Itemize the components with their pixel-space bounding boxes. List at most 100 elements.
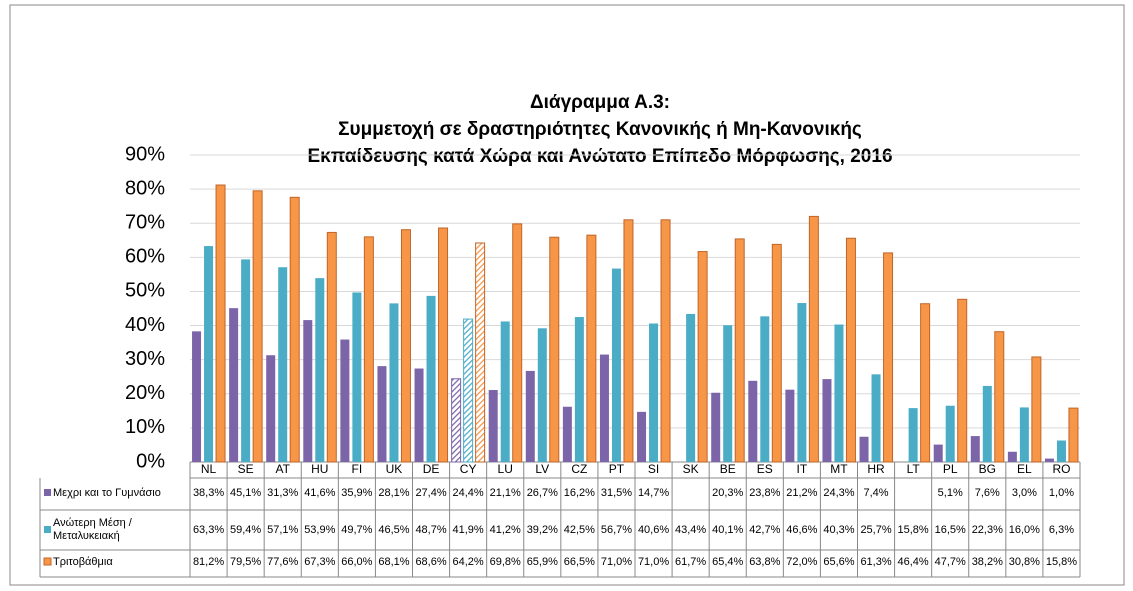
- value-label: 40,1%: [712, 524, 743, 536]
- bar: [1031, 356, 1042, 463]
- bar: [488, 390, 498, 462]
- value-label: 72,0%: [786, 556, 817, 568]
- value-label: 65,4%: [712, 556, 743, 568]
- value-label: 16,2%: [564, 487, 595, 499]
- bar: [426, 295, 436, 462]
- bar: [204, 246, 214, 462]
- bar: [1044, 458, 1054, 462]
- x-tick-label: AT: [275, 462, 290, 476]
- x-tick-label: PT: [609, 462, 625, 476]
- value-label: 48,7%: [415, 524, 446, 536]
- bar: [363, 236, 374, 463]
- value-label: 22,3%: [972, 524, 1003, 536]
- bar: [562, 406, 572, 462]
- chart-border: [9, 4, 1125, 586]
- value-label: 28,1%: [378, 487, 409, 499]
- bar: [883, 252, 894, 463]
- value-label: 40,6%: [638, 524, 669, 536]
- value-label: 20,3%: [712, 487, 743, 499]
- x-tick-label: CY: [460, 462, 477, 476]
- bar: [723, 325, 733, 462]
- value-label: 68,6%: [415, 556, 446, 568]
- bar: [400, 229, 411, 463]
- value-label: 7,4%: [864, 487, 889, 499]
- legend-label: Τριτοβάθμια: [53, 555, 113, 568]
- legend-label: Ανώτερη Μέση / Μεταλυκειακή: [53, 517, 132, 542]
- value-label: 24,3%: [823, 487, 854, 499]
- value-label: 26,7%: [527, 487, 558, 499]
- value-label: 39,2%: [527, 524, 558, 536]
- value-label: 46,6%: [786, 524, 817, 536]
- x-tick-label: BE: [720, 462, 736, 476]
- value-label: 81,2%: [193, 556, 224, 568]
- value-label: 63,8%: [749, 556, 780, 568]
- y-tick-label: 80%: [125, 177, 165, 199]
- bar: [215, 184, 226, 463]
- bar: [192, 331, 202, 462]
- bar: [229, 308, 239, 462]
- bar: [278, 267, 288, 462]
- x-tick-label: SE: [238, 462, 254, 476]
- bar: [1068, 407, 1079, 463]
- value-label: 47,7%: [935, 556, 966, 568]
- value-label: 3,0%: [1012, 487, 1037, 499]
- bar: [711, 392, 721, 462]
- bar: [266, 355, 276, 462]
- x-tick-label: RO: [1052, 462, 1070, 476]
- bar: [945, 405, 955, 462]
- bar: [834, 324, 844, 462]
- value-label: 14,7%: [638, 487, 669, 499]
- y-tick-label: 0%: [136, 450, 165, 472]
- bar: [748, 380, 758, 462]
- value-label: 25,7%: [860, 524, 891, 536]
- value-label: 71,0%: [601, 556, 632, 568]
- bar: [512, 223, 523, 463]
- bar: [797, 303, 807, 462]
- value-label: 21,2%: [786, 487, 817, 499]
- bar: [871, 374, 881, 462]
- value-label: 77,6%: [267, 556, 298, 568]
- value-label: 23,8%: [749, 487, 780, 499]
- value-label: 1,0%: [1049, 487, 1074, 499]
- bar: [785, 389, 795, 462]
- y-tick-label: 30%: [125, 348, 165, 370]
- bar: [289, 196, 300, 463]
- bar: [611, 268, 621, 462]
- bar: [845, 237, 856, 463]
- x-tick-label: LT: [907, 462, 921, 476]
- chart-title: Διάγραμμα Α.3:: [530, 92, 670, 113]
- bar: [537, 328, 547, 462]
- bar: [599, 354, 609, 462]
- value-label: 21,1%: [490, 487, 521, 499]
- value-label: 66,5%: [564, 556, 595, 568]
- value-label: 35,9%: [341, 487, 372, 499]
- x-tick-label: EL: [1017, 462, 1032, 476]
- x-tick-label: DE: [423, 462, 440, 476]
- chart-title: Συμμετοχή σε δραστηριότητες Κανονικής ή …: [338, 119, 862, 140]
- bar: [982, 385, 992, 462]
- bar: [771, 243, 782, 463]
- value-label: 67,3%: [304, 556, 335, 568]
- value-label: 59,4%: [230, 524, 261, 536]
- x-tick-label: SK: [683, 462, 699, 476]
- bar: [463, 318, 474, 463]
- x-tick-label: BG: [979, 462, 996, 476]
- value-label: 71,0%: [638, 556, 669, 568]
- chart-title: Εκπαίδευσης κατά Χώρα και Ανώτατο Επίπεδ…: [307, 146, 892, 167]
- value-label: 5,1%: [938, 487, 963, 499]
- value-label: 46,4%: [898, 556, 929, 568]
- legend-label: Μεχρι και το Γυμνάσιο: [53, 486, 161, 499]
- bar: [697, 251, 708, 463]
- bar: [340, 339, 350, 462]
- legend-swatch: [44, 526, 51, 533]
- value-label: 15,8%: [898, 524, 929, 536]
- bar: [908, 408, 918, 462]
- value-label: 40,3%: [823, 524, 854, 536]
- x-tick-label: HU: [311, 462, 328, 476]
- value-label: 41,2%: [490, 524, 521, 536]
- bar: [734, 238, 745, 463]
- value-label: 57,1%: [267, 524, 298, 536]
- bar: [1007, 451, 1017, 462]
- value-label: 53,9%: [304, 524, 335, 536]
